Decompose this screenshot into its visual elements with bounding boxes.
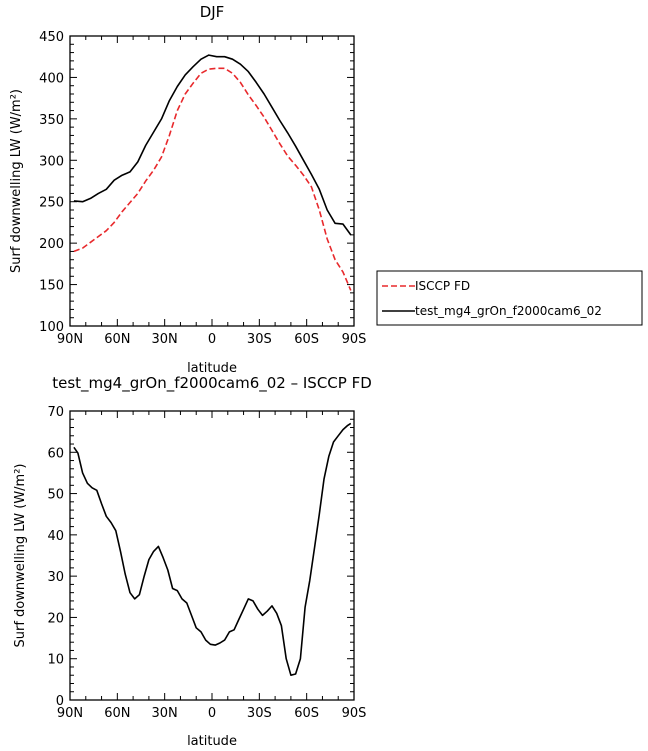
y-tick-label: 300 — [39, 154, 64, 169]
series-line-2 — [73, 54, 352, 236]
x-tick-label: 60N — [104, 332, 130, 347]
x-tick-label: 0 — [208, 332, 216, 347]
x-axis-label: latitude — [187, 361, 237, 376]
x-tick-label: 90N — [57, 706, 83, 721]
y-tick-label: 60 — [47, 446, 64, 461]
x-tick-label: 30N — [152, 332, 178, 347]
y-tick-label: 0 — [56, 694, 64, 709]
y-tick-label: 50 — [47, 488, 64, 503]
legend-label-1: ISCCP FD — [415, 279, 470, 293]
x-tick-label: 30N — [152, 706, 178, 721]
y-tick-label: 70 — [47, 405, 64, 420]
x-axis-label: latitude — [187, 734, 237, 749]
legend-box — [376, 270, 643, 326]
x-tick-label: 30S — [247, 706, 272, 721]
plot-frame — [69, 410, 355, 701]
chart-title: DJF — [200, 3, 225, 21]
y-tick-label: 350 — [39, 113, 64, 128]
series-line-1 — [73, 67, 352, 291]
y-tick-label: 150 — [39, 279, 64, 294]
y-tick-label: 100 — [39, 320, 64, 335]
x-tick-label: 30S — [247, 332, 272, 347]
x-tick-label: 60S — [294, 706, 319, 721]
legend: ISCCP FD test_mg4_grOn_f2000cam6_02 — [376, 270, 643, 326]
x-tick-label: 90S — [342, 706, 367, 721]
chart-panel-1: DJF 90N 60N 30N 0 30S 60S 90S 100 150 200 250 300 350… — [9, 3, 643, 376]
y-axis-label: Surf downwelling LW (W/m²) — [9, 89, 24, 273]
y-tick-label: 200 — [39, 237, 64, 252]
x-tick-label: 90N — [57, 332, 83, 347]
y-tick-label: 10 — [47, 653, 64, 668]
x-tick-label: 60N — [104, 706, 130, 721]
x-tick-label: 0 — [208, 706, 216, 721]
series-line-1 — [73, 422, 352, 677]
y-axis-label: Surf downwelling LW (W/m²) — [13, 464, 28, 648]
legend-label-2: test_mg4_grOn_f2000cam6_02 — [415, 304, 602, 318]
y-tick-label: 450 — [39, 30, 64, 45]
x-tick-label: 90S — [342, 332, 367, 347]
y-tick-label: 30 — [47, 570, 64, 585]
y-tick-label: 250 — [39, 196, 64, 211]
chart-title: test_mg4_grOn_f2000cam6_02 – ISCCP FD — [52, 374, 372, 393]
x-tick-label: 60S — [294, 332, 319, 347]
y-tick-label: 400 — [39, 71, 64, 86]
y-tick-label: 20 — [47, 611, 64, 626]
chart-panel-2: test_mg4_grOn_f2000cam6_02 – ISCCP FD 90N… — [13, 374, 372, 749]
y-tick-label: 40 — [47, 529, 64, 544]
